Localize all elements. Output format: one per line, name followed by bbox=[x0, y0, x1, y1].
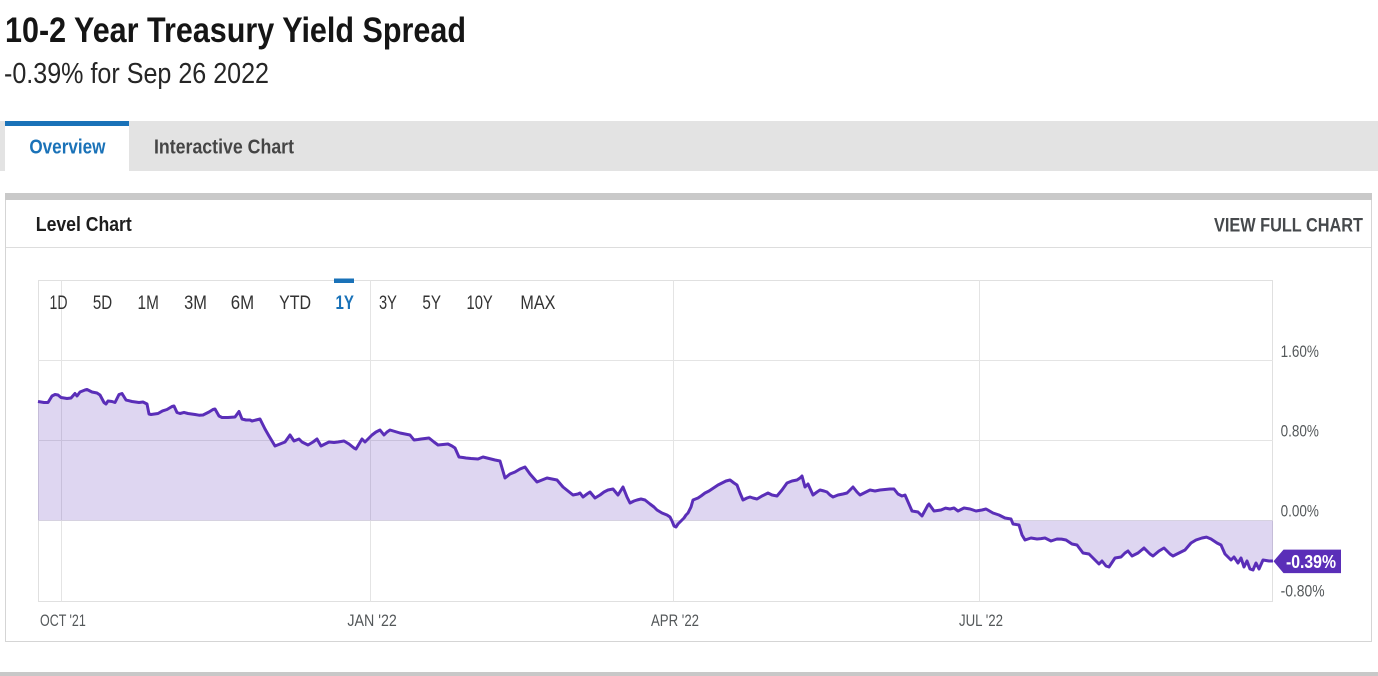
svg-text:Overview: Overview bbox=[29, 137, 105, 159]
svg-text:VIEW FULL CHART: VIEW FULL CHART bbox=[1214, 215, 1363, 236]
svg-text:5Y: 5Y bbox=[422, 293, 441, 314]
svg-text:APR '22: APR '22 bbox=[651, 612, 699, 630]
svg-text:Level Chart: Level Chart bbox=[36, 213, 132, 236]
svg-text:3Y: 3Y bbox=[379, 293, 397, 314]
svg-text:JAN '22: JAN '22 bbox=[347, 612, 396, 630]
svg-text:OCT '21: OCT '21 bbox=[40, 612, 86, 630]
svg-text:1D: 1D bbox=[50, 293, 68, 314]
svg-text:1.60%: 1.60% bbox=[1281, 343, 1320, 361]
svg-text:6M: 6M bbox=[231, 293, 254, 314]
svg-text:1M: 1M bbox=[138, 293, 159, 314]
svg-text:YTD: YTD bbox=[279, 293, 311, 314]
svg-text:JUL '22: JUL '22 bbox=[959, 612, 1003, 630]
svg-text:0.80%: 0.80% bbox=[1281, 422, 1320, 440]
svg-text:-0.80%: -0.80% bbox=[1281, 582, 1325, 600]
svg-text:0.00%: 0.00% bbox=[1281, 502, 1320, 520]
svg-text:-0.39%: -0.39% bbox=[1286, 552, 1336, 572]
svg-text:-0.39% for Sep 26 2022: -0.39% for Sep 26 2022 bbox=[4, 58, 269, 90]
svg-text:1Y: 1Y bbox=[336, 293, 355, 314]
svg-text:Interactive Chart: Interactive Chart bbox=[154, 137, 294, 159]
svg-text:5D: 5D bbox=[93, 293, 112, 314]
svg-text:10-2 Year Treasury Yield Sprea: 10-2 Year Treasury Yield Spread bbox=[5, 11, 466, 50]
svg-text:10Y: 10Y bbox=[467, 293, 493, 314]
svg-text:MAX: MAX bbox=[520, 293, 555, 314]
svg-text:3M: 3M bbox=[184, 293, 207, 314]
